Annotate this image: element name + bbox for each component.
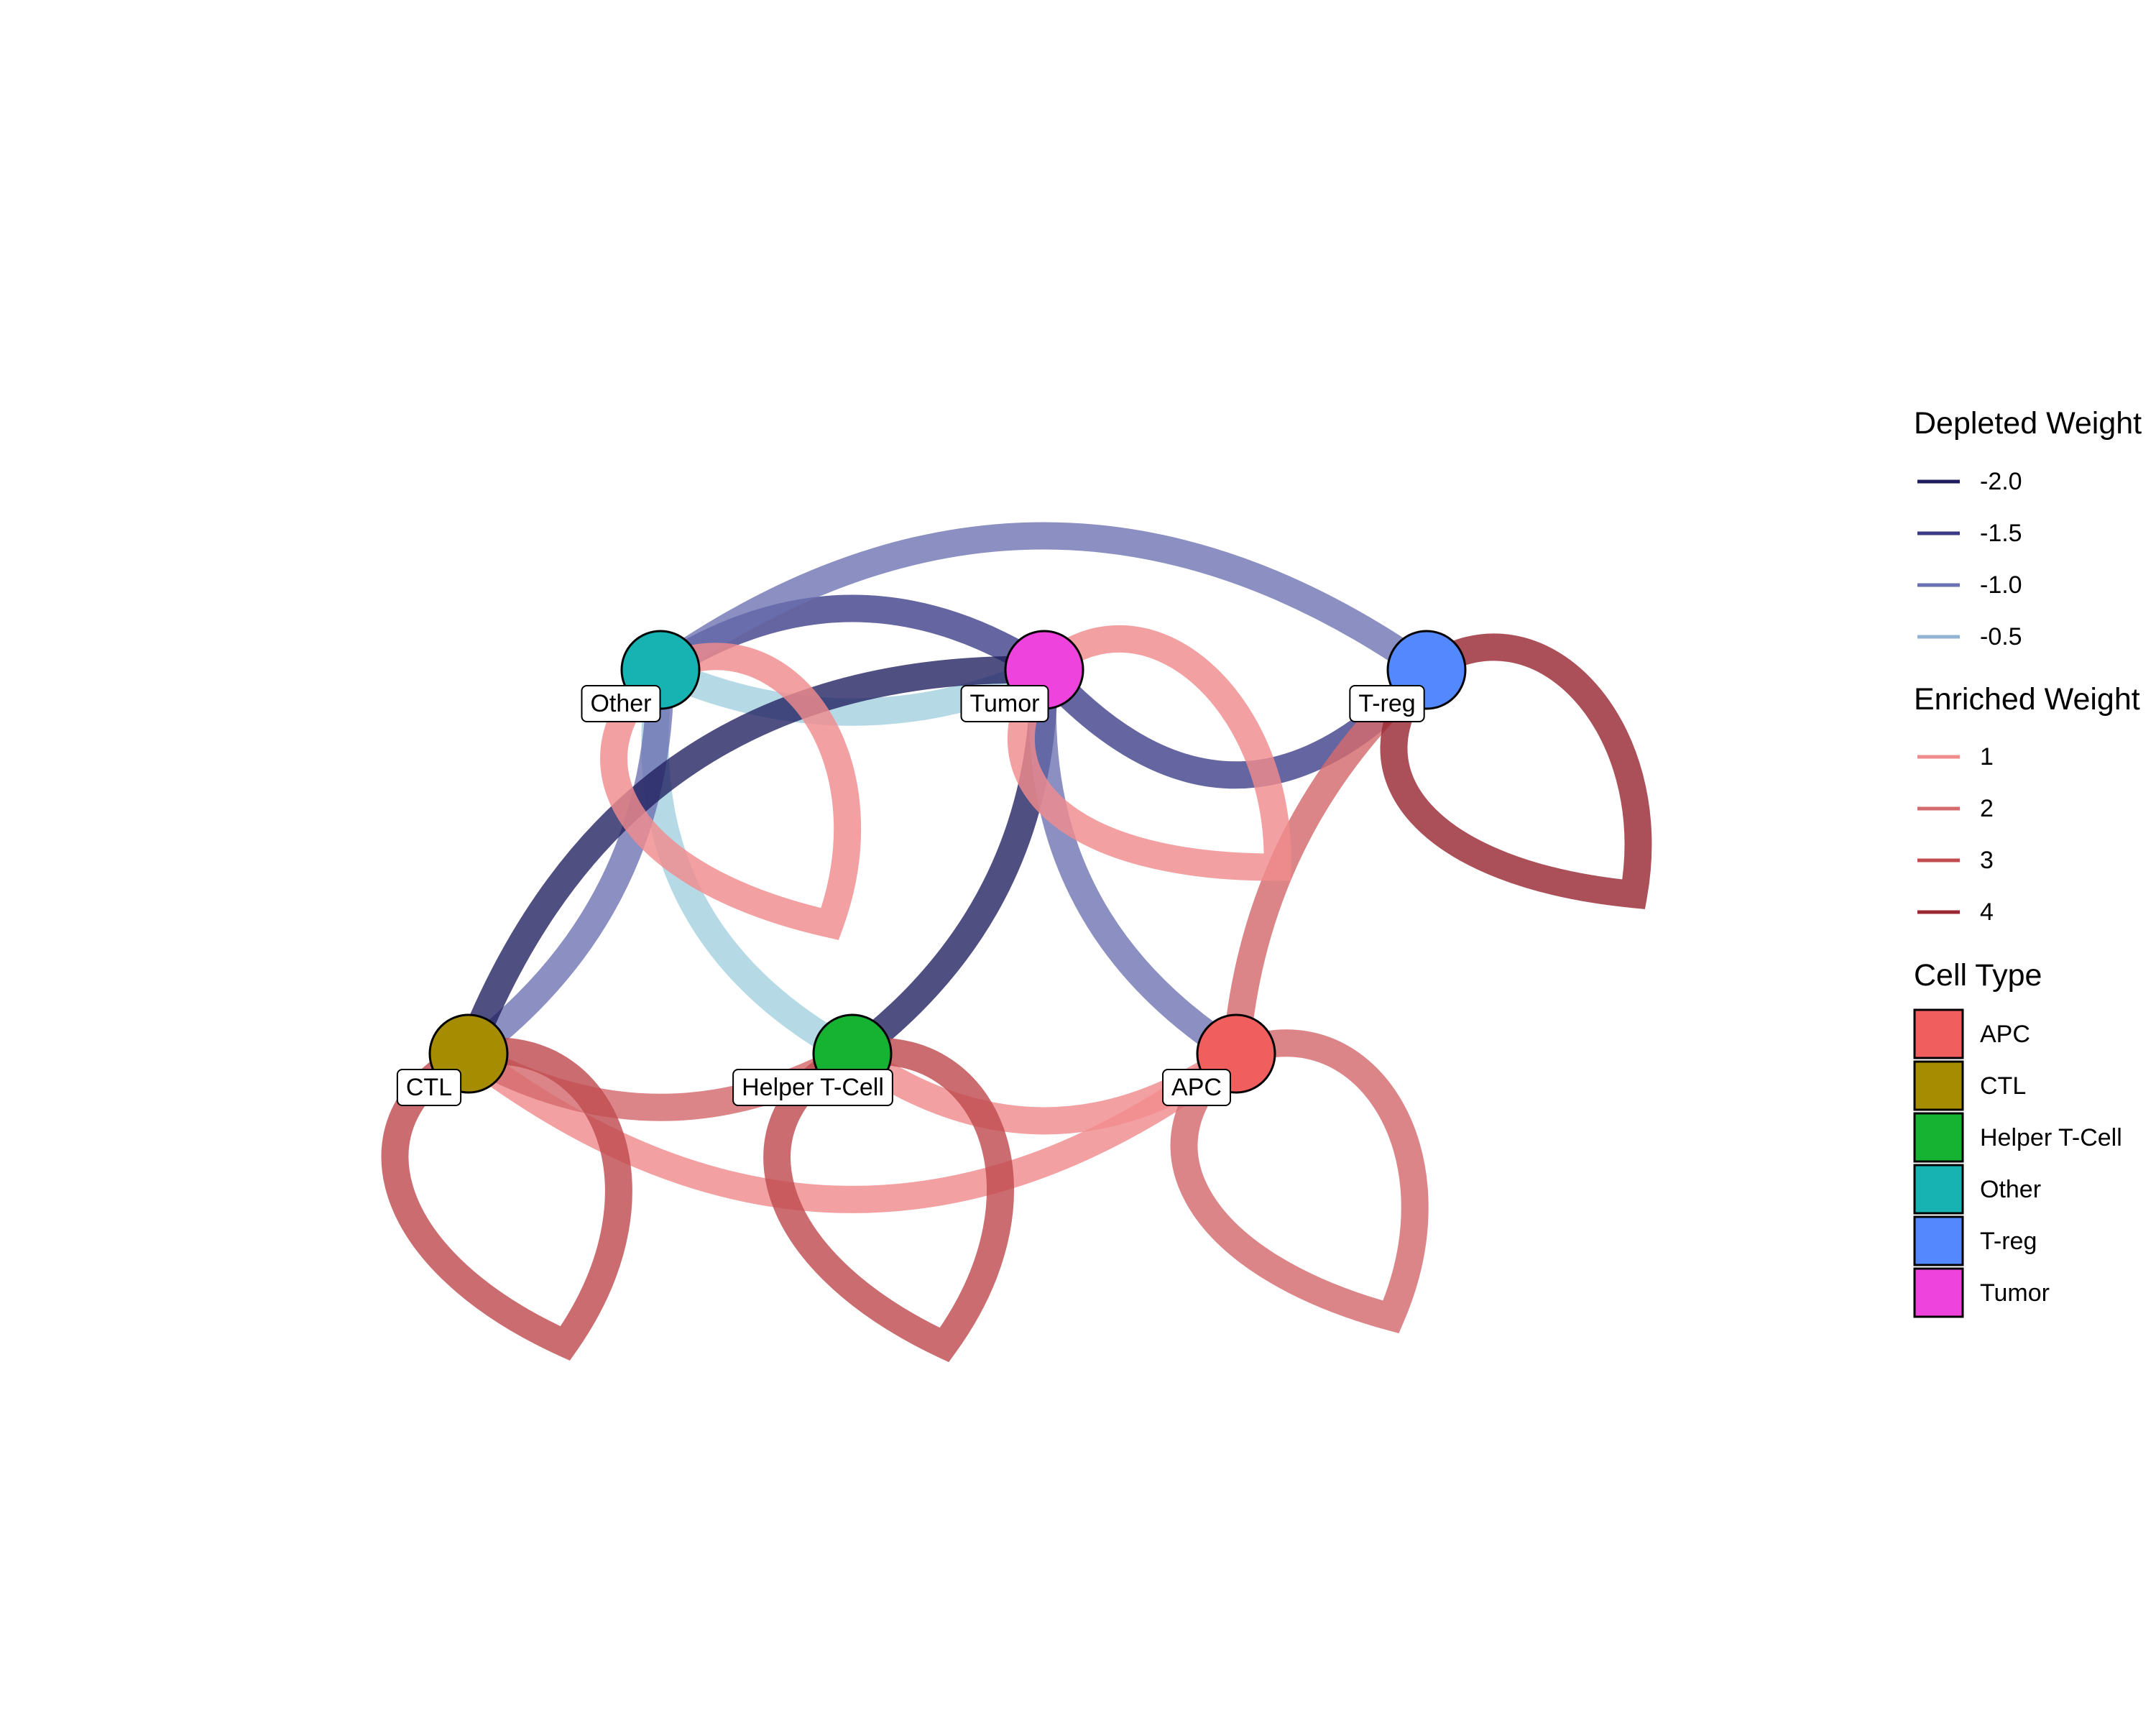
legend-cell-type-label: Tumor: [1980, 1279, 2050, 1307]
legend-enriched-item-2: 2: [1917, 795, 1994, 822]
legend-cell-type-swatch: [1913, 1215, 1964, 1266]
node-label-ctl: CTL: [396, 1069, 462, 1106]
legend-depleted-weight: Depleted Weight -2.0 -1.5 -1.0 -0.5: [1914, 406, 2142, 650]
node-label-text: APC: [1171, 1074, 1222, 1101]
legend-enriched-label: 3: [1980, 847, 1994, 874]
legend-cell-type-label: T-reg: [1980, 1228, 2037, 1255]
node-label-text: T-reg: [1358, 690, 1415, 717]
edge-other-ctl: [460, 669, 674, 1065]
legend-cell-type-label: APC: [1980, 1021, 2030, 1048]
legend-cell-type-swatch: [1913, 1060, 1964, 1111]
legend-cell-type-item-other: Other: [1913, 1164, 2041, 1215]
legend-enriched-item-1: 1: [1917, 743, 1994, 770]
legend-depleted-label: -1.0: [1980, 571, 2022, 599]
legend-enriched-title: Enriched Weight: [1914, 682, 2140, 717]
legend-enriched-item-4: 4: [1917, 898, 1994, 926]
node-label-tumor: Tumor: [960, 685, 1049, 722]
legend-cell-type-item-tumor: Tumor: [1913, 1267, 2050, 1318]
legend-depleted-item-0-5: -0.5: [1917, 623, 2022, 650]
edge-tumor-ctl: [456, 656, 1045, 1059]
node-label-other: Other: [581, 685, 661, 722]
legend-depleted-item-1-5: -1.5: [1917, 520, 2022, 547]
legend-depleted-item-2-0: -2.0: [1917, 468, 2022, 495]
legend-enriched-label: 1: [1980, 743, 1994, 770]
legend-cell-type-swatch: [1913, 1164, 1964, 1215]
legend-depleted-label: -0.5: [1980, 623, 2022, 650]
node-label-box: [396, 1069, 462, 1106]
edge-other-t-reg: [653, 522, 1434, 681]
legend-cell-type-swatch: [1913, 1267, 1964, 1318]
node-label-apc: APC: [1162, 1069, 1231, 1106]
node-label-t-reg: T-reg: [1349, 685, 1425, 722]
legend-cell-type-item-apc: APC: [1913, 1008, 2030, 1059]
legend-depleted-label: -1.5: [1980, 520, 2022, 547]
legend-cell-type: Cell Type APC CTL Helper T-Cell Other T-reg T…: [1913, 958, 2122, 1318]
node-label-box: [1162, 1069, 1231, 1106]
legend-cell-type-label: Helper T-Cell: [1980, 1124, 2122, 1151]
node-label-helper-t-cell: Helper T-Cell: [732, 1069, 893, 1106]
edge-ctl-ctl-loop: [381, 1037, 632, 1361]
node-labels-layer: Other Tumor T-reg CTL Helper T-Cell APC: [396, 685, 1425, 1106]
edge-apc-apc-loop: [1170, 1029, 1429, 1333]
legend-depleted-title: Depleted Weight: [1914, 406, 2142, 441]
edge-other-other-loop: [600, 643, 862, 940]
legend-cell-type-item-ctl: CTL: [1913, 1060, 2026, 1111]
legend-depleted-item-1-0: -1.0: [1917, 571, 2022, 599]
node-label-box: [1349, 685, 1425, 722]
legend-cell-type-label: CTL: [1980, 1072, 2026, 1100]
legend-enriched-weight: Enriched Weight 1 2 3 4: [1914, 682, 2140, 926]
legend: Depleted Weight -2.0 -1.5 -1.0 -0.5 Enriche…: [1913, 406, 2142, 1318]
legend-cell-type-swatch: [1913, 1112, 1964, 1163]
node-label-box: [960, 685, 1049, 722]
legend-enriched-label: 4: [1980, 898, 1994, 926]
legend-enriched-item-3: 3: [1917, 847, 1994, 874]
legend-depleted-label: -2.0: [1980, 468, 2022, 495]
edge-tumor-apc: [1028, 668, 1244, 1066]
legend-enriched-label: 2: [1980, 795, 1994, 822]
node-label-text: CTL: [406, 1074, 452, 1101]
node-label-text: Helper T-Cell: [742, 1074, 884, 1101]
legend-cell-type-title: Cell Type: [1914, 958, 2042, 993]
node-label-box: [581, 685, 661, 722]
edge-ctl-apc: [460, 1042, 1245, 1213]
edge-helper-t-cell-helper-t-cell-loop: [763, 1037, 1014, 1363]
legend-cell-type-swatch: [1913, 1008, 1964, 1059]
edge-tumor-tumor-loop: [1008, 625, 1291, 881]
legend-cell-type-item-helper-t-cell: Helper T-Cell: [1913, 1112, 2122, 1163]
edges-layer: [381, 522, 1652, 1363]
node-label-text: Tumor: [970, 690, 1040, 717]
legend-cell-type-label: Other: [1980, 1176, 2041, 1203]
node-label-box: [732, 1069, 893, 1106]
legend-cell-type-item-t-reg: T-reg: [1913, 1215, 2037, 1266]
edge-t-reg-t-reg-loop: [1380, 633, 1652, 909]
node-label-text: Other: [590, 690, 651, 717]
